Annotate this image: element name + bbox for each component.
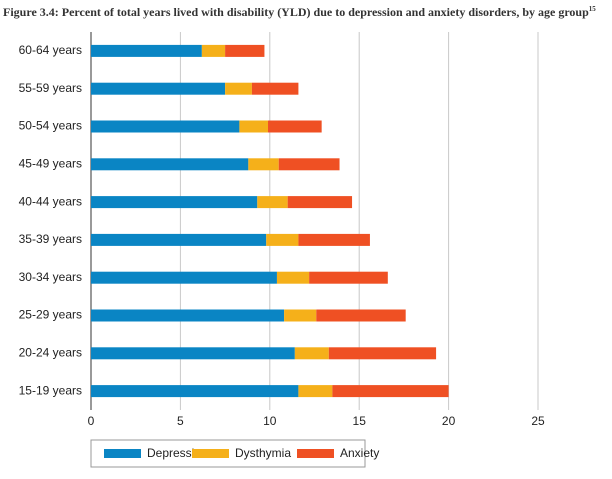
bar-segment bbox=[91, 82, 226, 95]
legend-label: Anxiety bbox=[340, 446, 379, 460]
bar-segment bbox=[266, 233, 299, 246]
bar-segment bbox=[276, 271, 310, 284]
title-text: Figure 3.4: Percent of total years lived… bbox=[3, 5, 589, 19]
x-tick-label: 10 bbox=[263, 414, 277, 428]
legend-swatch bbox=[104, 449, 141, 458]
x-tick-label: 5 bbox=[177, 414, 184, 428]
legend-swatch bbox=[297, 449, 334, 458]
bar-segment bbox=[309, 271, 388, 284]
y-tick-label: 35-39 years bbox=[19, 232, 82, 246]
bar-segment bbox=[91, 347, 295, 360]
bar-segment bbox=[294, 347, 329, 360]
legend-swatch bbox=[192, 449, 229, 458]
bar-segment bbox=[298, 385, 333, 398]
y-tick-label: 45-49 years bbox=[19, 156, 82, 170]
x-tick-label: 20 bbox=[442, 414, 456, 428]
bar-segment bbox=[225, 44, 265, 57]
bar-segment bbox=[91, 385, 299, 398]
title-superscript: 15 bbox=[589, 5, 597, 13]
y-tick-label: 20-24 years bbox=[19, 345, 82, 359]
bar-segment bbox=[268, 120, 322, 133]
legend-label: Dysthymia bbox=[235, 446, 291, 460]
bar-segment bbox=[91, 309, 285, 322]
y-tick-label: 15-19 years bbox=[19, 383, 82, 397]
bar-segment bbox=[287, 196, 353, 209]
bar-segment bbox=[328, 347, 437, 360]
y-tick-label: 30-34 years bbox=[19, 270, 82, 284]
bar-segment bbox=[316, 309, 406, 322]
x-tick-label: 0 bbox=[88, 414, 95, 428]
bar-segment bbox=[91, 120, 240, 133]
bar-segment bbox=[332, 385, 449, 398]
y-tick-label: 25-29 years bbox=[19, 308, 82, 322]
legend-box bbox=[90, 439, 366, 468]
x-tick-label: 25 bbox=[531, 414, 545, 428]
bar-segment bbox=[91, 44, 202, 57]
y-tick-label: 40-44 years bbox=[19, 194, 82, 208]
bar-segment bbox=[239, 120, 269, 133]
bar-segment bbox=[251, 82, 299, 95]
bar-segment bbox=[278, 158, 340, 171]
bar-segment bbox=[201, 44, 226, 57]
bar-segment bbox=[91, 158, 249, 171]
bar-segment bbox=[225, 82, 252, 95]
bar-segment bbox=[91, 196, 258, 209]
bar-segment bbox=[248, 158, 279, 171]
x-tick-label: 15 bbox=[353, 414, 367, 428]
bar-segment bbox=[257, 196, 288, 209]
chart-title: Figure 3.4: Percent of total years lived… bbox=[3, 5, 596, 19]
bar-segment bbox=[91, 233, 267, 246]
bar-segment bbox=[298, 233, 370, 246]
y-tick-label: 55-59 years bbox=[19, 81, 82, 95]
y-tick-label: 60-64 years bbox=[19, 43, 82, 57]
y-tick-label: 50-54 years bbox=[19, 119, 82, 133]
bar-segment bbox=[284, 309, 317, 322]
bar-segment bbox=[91, 271, 277, 284]
